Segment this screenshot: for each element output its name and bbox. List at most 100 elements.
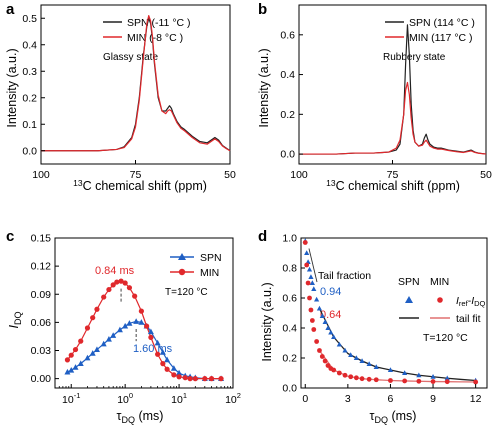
panel-c-spn-point [68,366,75,373]
panel-c-xlabel: τDQ (ms) [117,409,164,425]
panel-d-spn-point [366,361,372,366]
panel-d-min-point [348,374,354,380]
panel-d-min-point [308,307,314,313]
panel-d-spn-point [306,266,313,272]
panel-c-ytick-label: 0.00 [31,373,52,385]
panel-d-min-point [331,367,337,373]
panel-d-xtick-label: 9 [430,393,436,405]
panel-d-ytick-label: 0.8 [282,263,297,275]
panel-d-chart: Intensity (a.u.) τDQ (ms) Tail fraction … [260,270,486,425]
panel-d-spn-point [373,364,379,369]
panel-c-min-point [138,308,144,314]
panel-c-chart: IDQ τDQ (ms) T=120 °C SPN MIN 0.84 ms 1.… [7,252,222,425]
panel-c-min-point [84,325,91,331]
panel-d-min-point [304,262,310,268]
panel-a-legend: SPN (-11 °C ) MIN (-8 °C ) [103,17,191,44]
panel-c-legend-spn: SPN [200,252,222,264]
panel-d-min-point [342,372,348,378]
panel-d-ylabel: Intensity (a.u.) [260,282,274,361]
panel-c-xtick-label: 102 [225,391,241,406]
panel-d-spn-point [444,375,450,381]
panel-d-spn-point [416,372,422,378]
panel-a-legend-min: MIN (-8 °C ) [127,32,183,44]
panel-c-ytick-label: 0.15 [31,233,52,245]
panel-letter-b: b [258,1,267,18]
panel-d-spn-point [387,367,394,372]
panel-d-ytick-label: 0.6 [282,293,297,305]
panel-c-annotation-min: 0.84 ms [95,265,135,277]
panel-c-xtick-label: 101 [171,391,187,406]
panel-d-min-point [473,379,479,385]
panel-c-min-point [64,357,71,363]
panel-c-min-point [114,279,120,285]
panel-c-yaxis: 0.00 0.03 0.06 0.09 0.12 0.15 [31,233,59,385]
panel-d-min-point [444,379,450,385]
panel-c-min-point [208,376,215,382]
panel-letter-a: a [6,1,15,18]
panel-c-spn-point [93,346,100,352]
panel-c-min-point [122,280,128,286]
panel-d-min-point [311,327,317,332]
panel-d-axes-frame [300,237,488,389]
panel-b-xtick-label: 50 [480,169,492,181]
panel-d-legend: SPN MIN Iref-IDQ tail fit [398,276,486,325]
panel-d-min-point [317,348,322,353]
panel-c-axes-frame [54,237,234,389]
panel-a-series-spn [41,17,231,152]
panel-a-series-min [41,15,231,152]
panel-c-ytick-label: 0.12 [31,261,52,273]
panel-c-min-point [192,376,198,382]
panel-b-xtick-label: 100 [290,169,308,181]
panel-b-ylabel: Intensity (a.u.) [257,48,271,127]
panel-a-ytick-label: 0.2 [22,92,37,104]
panel-d-spn-point [359,358,365,363]
panel-b-chart: Intensity (a.u.) 13C chemical shift (ppm… [257,17,475,193]
panel-a-ytick-label: 0.5 [22,13,37,25]
panel-a-ytick-label: 0.0 [22,145,37,157]
panel-d-spn-point [336,341,342,347]
panel-d-min-point [314,339,320,344]
panel-d-spn-points [302,238,479,383]
panel-d-min-point [302,240,308,245]
panel-b-ytick-label: 0.6 [280,29,295,41]
panel-a-ylabel: Intensity (a.u.) [5,48,19,127]
panel-c-spn-point [105,336,112,342]
panel-c-xtick-label: 100 [117,391,133,406]
panel-c-xtick-label: 10-1 [62,391,80,406]
panel-d-min-point [353,375,359,381]
panel-c-min-point [160,361,166,367]
panel-d-ytick-label: 0.4 [282,323,297,335]
panel-c-min-point [106,286,112,293]
panel-c-spn-point [176,369,183,376]
panel-c-xaxis: 10-1 100 101 102 [54,384,241,406]
panel-b-ytick-label: 0.2 [280,109,295,121]
panel-c-spn-point [116,326,123,333]
panel-d-series-min-fit [318,350,476,383]
panel-a-state-label: Glassy state [103,52,158,63]
panel-d-xlabel: τDQ (ms) [370,409,417,425]
panel-d-spn-point [316,305,323,311]
panel-d-min-points [302,240,479,385]
panel-c-min-point [218,376,224,382]
panel-d-min-point [309,318,315,323]
panel-b-xtick-label: 75 [387,169,399,181]
panel-c-min-point [118,278,124,284]
panel-c-spn-point [64,368,71,375]
panel-d-temp-label: T=120 °C [423,332,468,344]
panel-d-tail-fraction-label: Tail fraction [318,270,371,282]
panel-d-min-point [366,376,372,382]
panel-d-legend-iref-idq: Iref-IDQ [456,295,486,308]
panel-d-spn-point [319,313,325,318]
panel-c-spn-point [77,360,84,367]
panel-c-spn-point [138,319,145,325]
panel-c-ytick-label: 0.09 [31,289,52,301]
panel-d-min-point [416,378,422,384]
panel-d-spn-point [311,286,317,291]
panel-c-ytick-label: 0.06 [31,317,52,329]
panel-c-min-point [110,282,116,288]
panel-c-spn-point [72,364,79,370]
panel-c-ylabel: IDQ [7,312,23,329]
panel-letter-c: c [6,228,14,245]
panel-c-ytick-label: 0.03 [31,345,52,357]
